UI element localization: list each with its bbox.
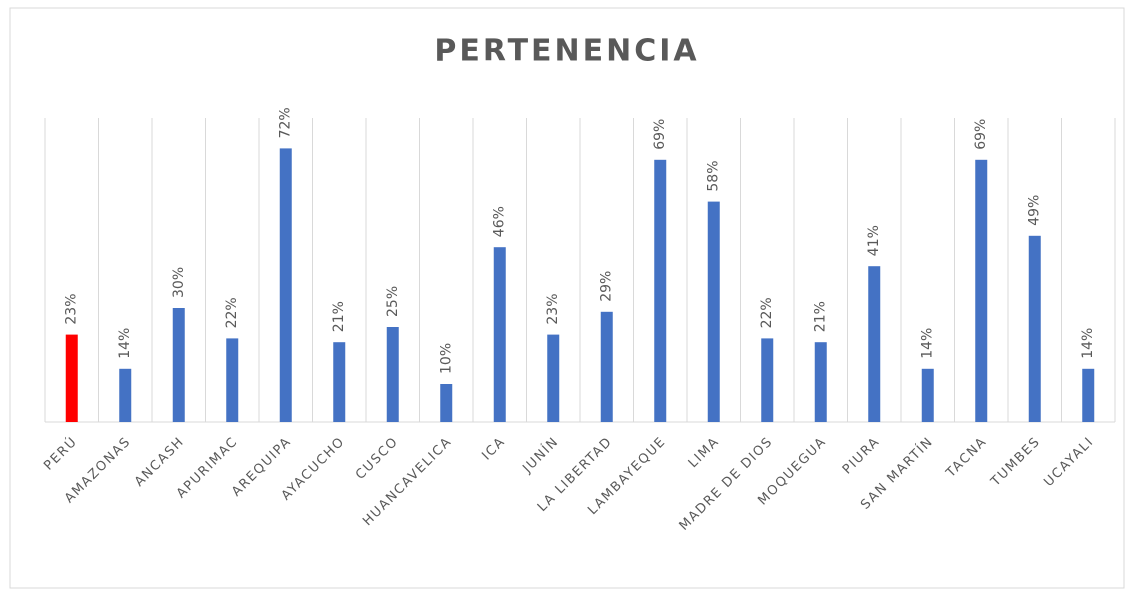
- bar: [1082, 368, 1095, 422]
- value-label: 14%: [1080, 328, 1096, 359]
- value-label: 49%: [1027, 195, 1043, 226]
- value-label: 69%: [652, 119, 668, 150]
- bar: [65, 334, 78, 422]
- bar: [226, 338, 239, 422]
- bar: [600, 311, 613, 422]
- bar: [1028, 235, 1041, 422]
- bar: [493, 247, 506, 422]
- value-label: 46%: [492, 206, 508, 237]
- value-label: 21%: [331, 301, 347, 332]
- value-label: 21%: [813, 301, 829, 332]
- value-label: 23%: [64, 293, 80, 324]
- value-label: 58%: [706, 160, 722, 191]
- value-label: 14%: [920, 328, 936, 359]
- bar: [279, 148, 292, 422]
- bar: [440, 384, 453, 422]
- value-label: 14%: [117, 328, 133, 359]
- value-label: 72%: [278, 107, 294, 138]
- bar: [333, 342, 346, 422]
- value-label: 10%: [438, 343, 454, 374]
- bar: [119, 368, 132, 422]
- value-label: 41%: [866, 225, 882, 256]
- chart-title: PERTENENCIA: [434, 34, 699, 69]
- value-label: 30%: [171, 267, 187, 298]
- value-label: 29%: [599, 271, 615, 302]
- value-label: 22%: [224, 297, 240, 328]
- bar: [761, 338, 774, 422]
- value-label: 22%: [759, 297, 775, 328]
- value-label: 69%: [973, 119, 989, 150]
- bar: [868, 266, 881, 422]
- value-label: 25%: [385, 286, 401, 317]
- value-label: 23%: [545, 293, 561, 324]
- bar: [707, 201, 720, 422]
- bar: [975, 159, 988, 423]
- bar: [172, 308, 185, 422]
- bar: [814, 342, 827, 422]
- chart-border: [9, 7, 1125, 589]
- bar: [921, 368, 934, 422]
- bar: [654, 159, 667, 423]
- bar: [386, 327, 399, 422]
- bar: [547, 334, 560, 422]
